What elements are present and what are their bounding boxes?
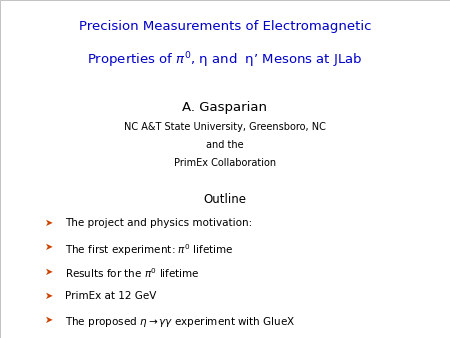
Text: The proposed $\eta{\rightarrow}\gamma\gamma$ experiment with GlueX: The proposed $\eta{\rightarrow}\gamma\ga…: [65, 315, 296, 329]
Text: ➤: ➤: [45, 242, 53, 252]
Text: The first experiment: $\pi^0$ lifetime: The first experiment: $\pi^0$ lifetime: [65, 242, 234, 258]
Text: and the: and the: [206, 140, 244, 150]
Text: Precision Measurements of Electromagnetic: Precision Measurements of Electromagneti…: [79, 20, 371, 33]
Text: ➤: ➤: [45, 218, 53, 228]
Text: ➤: ➤: [45, 267, 53, 277]
Text: PrimEx Collaboration: PrimEx Collaboration: [174, 158, 276, 168]
Text: A. Gasparian: A. Gasparian: [183, 101, 267, 114]
Text: PrimEx at 12 GeV: PrimEx at 12 GeV: [65, 291, 157, 301]
Text: ➤: ➤: [45, 291, 53, 301]
Text: The project and physics motivation:: The project and physics motivation:: [65, 218, 252, 228]
Text: Results for the $\pi^0$ lifetime: Results for the $\pi^0$ lifetime: [65, 267, 200, 281]
Text: ➤: ➤: [45, 315, 53, 325]
Text: Properties of $\pi^0$, η and  η’ Mesons at JLab: Properties of $\pi^0$, η and η’ Mesons a…: [87, 51, 363, 70]
Text: Outline: Outline: [203, 193, 247, 206]
Text: NC A&T State University, Greensboro, NC: NC A&T State University, Greensboro, NC: [124, 122, 326, 132]
